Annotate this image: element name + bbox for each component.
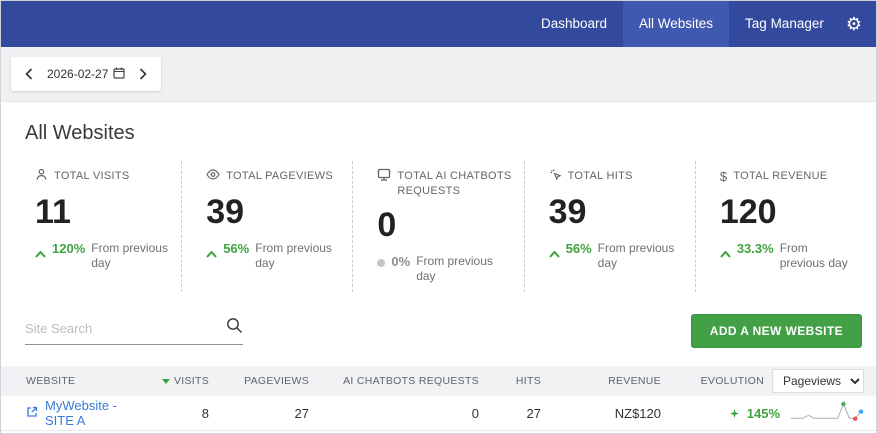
- search-input[interactable]: [25, 320, 226, 336]
- stat-header: TOTAL HITS: [549, 169, 685, 186]
- nav-item-all-websites[interactable]: All Websites: [623, 1, 730, 47]
- header-website[interactable]: WEBSITE: [26, 375, 76, 388]
- header-ai-chatbots-requests[interactable]: AI CHATBOTS REQUESTS: [343, 375, 479, 388]
- website-cell: MyWebsite - SITE A: [1, 398, 124, 428]
- site-link[interactable]: MyWebsite - SITE A: [45, 398, 117, 429]
- stat-change: 56% From previous day: [548, 241, 685, 271]
- caret-up-icon: [720, 245, 731, 263]
- stat-value: 39: [548, 192, 587, 231]
- chevron-left-icon[interactable]: [21, 66, 37, 82]
- main-content: All Websites TOTAL VISITS 11 120% From p…: [1, 101, 876, 433]
- person-icon: [35, 168, 48, 186]
- page-title: All Websites: [25, 122, 135, 144]
- caret-up-icon: [35, 245, 46, 263]
- evolution-percent: 145%: [746, 405, 780, 421]
- header-evolution-label: EVOLUTION: [700, 375, 764, 388]
- stat-header: TOTAL AI CHATBOTS REQUESTS: [377, 168, 513, 199]
- table-header-row: WEBSITE VISITS PAGEVIEWS AI CHATBOTS REQ…: [1, 366, 876, 397]
- stat-label: TOTAL HITS: [567, 170, 633, 182]
- top-navbar: Dashboard All Websites Tag Manager ⚙: [1, 1, 876, 47]
- header-hits[interactable]: HITS: [515, 375, 541, 388]
- websites-table: WEBSITE VISITS PAGEVIEWS AI CHATBOTS REQ…: [1, 366, 876, 433]
- dollar-icon: $: [719, 169, 728, 184]
- stat-value: 120: [719, 192, 777, 231]
- stat-header: TOTAL PAGEVIEWS: [206, 169, 342, 186]
- stat-total-ai-chatbots-requests: TOTAL AI CHATBOTS REQUESTS 0 0% From pre…: [353, 161, 525, 293]
- stat-label: TOTAL VISITS: [54, 170, 130, 182]
- visits-value: 8: [201, 405, 209, 421]
- stat-total-hits: TOTAL HITS 39 56% From previous day: [525, 161, 696, 293]
- site-search: [25, 317, 243, 346]
- stat-header: TOTAL VISITS: [35, 168, 171, 186]
- stat-label: TOTAL REVENUE: [733, 170, 828, 182]
- external-link-icon[interactable]: [26, 406, 38, 421]
- change-percent: 56%: [223, 241, 250, 257]
- stat-value: 11: [35, 192, 71, 231]
- table-row: MyWebsite - SITE B 3 12 0 12 NZ$0 100%: [1, 431, 876, 433]
- stat-change: 56% From previous day: [206, 241, 342, 271]
- change-percent: 120%: [52, 241, 86, 257]
- header-visits-label: VISITS: [173, 375, 209, 388]
- pageviews-value: 27: [294, 405, 309, 421]
- stat-value: 0: [377, 205, 397, 244]
- header-pageviews[interactable]: PAGEVIEWS: [244, 375, 309, 388]
- sort-desc-icon: [161, 378, 170, 384]
- evolution-metric-select[interactable]: Pageviews: [772, 369, 864, 394]
- stats-row: TOTAL VISITS 11 120% From previous day T…: [1, 161, 876, 293]
- add-website-button[interactable]: ADD A NEW WEBSITE: [690, 314, 862, 349]
- stat-header: $ TOTAL REVENUE: [720, 169, 856, 186]
- header-revenue[interactable]: REVENUE: [608, 375, 661, 388]
- change-note: From previous day: [779, 240, 848, 270]
- eye-icon: [206, 168, 220, 186]
- flat-dot-icon: [377, 259, 386, 268]
- date-bar: 2026-02-27: [1, 47, 876, 101]
- revenue-value: NZ$120: [614, 405, 661, 421]
- stat-change: 0% From previous day: [377, 254, 513, 284]
- change-note: From previous day: [91, 241, 168, 271]
- header-evolution: EVOLUTION Pageviews: [661, 369, 876, 394]
- change-percent: 56%: [565, 241, 592, 257]
- change-note: From previous day: [416, 254, 493, 284]
- table-row: MyWebsite - SITE A 8 27 0 27 NZ$120 145%: [1, 396, 876, 432]
- date-picker[interactable]: 2026-02-27: [11, 57, 162, 91]
- change-percent: 0%: [391, 254, 411, 270]
- sparkle-up-icon: [729, 406, 739, 421]
- stat-value: 39: [206, 192, 245, 231]
- hits-value: 27: [526, 405, 541, 421]
- caret-up-icon: [548, 245, 560, 263]
- change-note: From previous day: [255, 241, 332, 271]
- stat-total-visits: TOTAL VISITS 11 120% From previous day: [11, 161, 183, 293]
- stat-label: TOTAL AI CHATBOTS REQUESTS: [397, 170, 512, 197]
- change-note: From previous day: [597, 241, 675, 271]
- search-icon[interactable]: [226, 317, 243, 339]
- calendar-icon: [113, 67, 125, 82]
- nav-item-dashboard[interactable]: Dashboard: [540, 16, 608, 31]
- evolution-cell: 145%: [661, 401, 876, 426]
- ai-requests-value: 0: [471, 405, 479, 421]
- caret-up-icon: [206, 245, 217, 263]
- chatbot-icon: [377, 168, 391, 186]
- cursor-click-icon: [549, 168, 562, 186]
- date-label: 2026-02-27: [47, 67, 109, 81]
- stat-change: 120% From previous day: [35, 241, 171, 271]
- change-percent: 33.3%: [736, 240, 774, 256]
- stat-total-pageviews: TOTAL PAGEVIEWS 39 56% From previous day: [182, 161, 354, 293]
- actions-row: ADD A NEW WEBSITE: [1, 314, 876, 349]
- stat-label: TOTAL PAGEVIEWS: [226, 170, 333, 182]
- header-visits[interactable]: VISITS: [124, 375, 209, 387]
- nav-item-tag-manager[interactable]: Tag Manager: [745, 16, 824, 31]
- date-value[interactable]: 2026-02-27: [47, 67, 125, 82]
- stat-total-revenue: $ TOTAL REVENUE 120 33.3% From previous …: [696, 161, 866, 292]
- chevron-right-icon[interactable]: [135, 66, 151, 82]
- stat-change: 33.3% From previous day: [720, 241, 856, 271]
- gear-icon[interactable]: ⚙: [845, 14, 862, 34]
- sparkline-chart[interactable]: [788, 401, 864, 426]
